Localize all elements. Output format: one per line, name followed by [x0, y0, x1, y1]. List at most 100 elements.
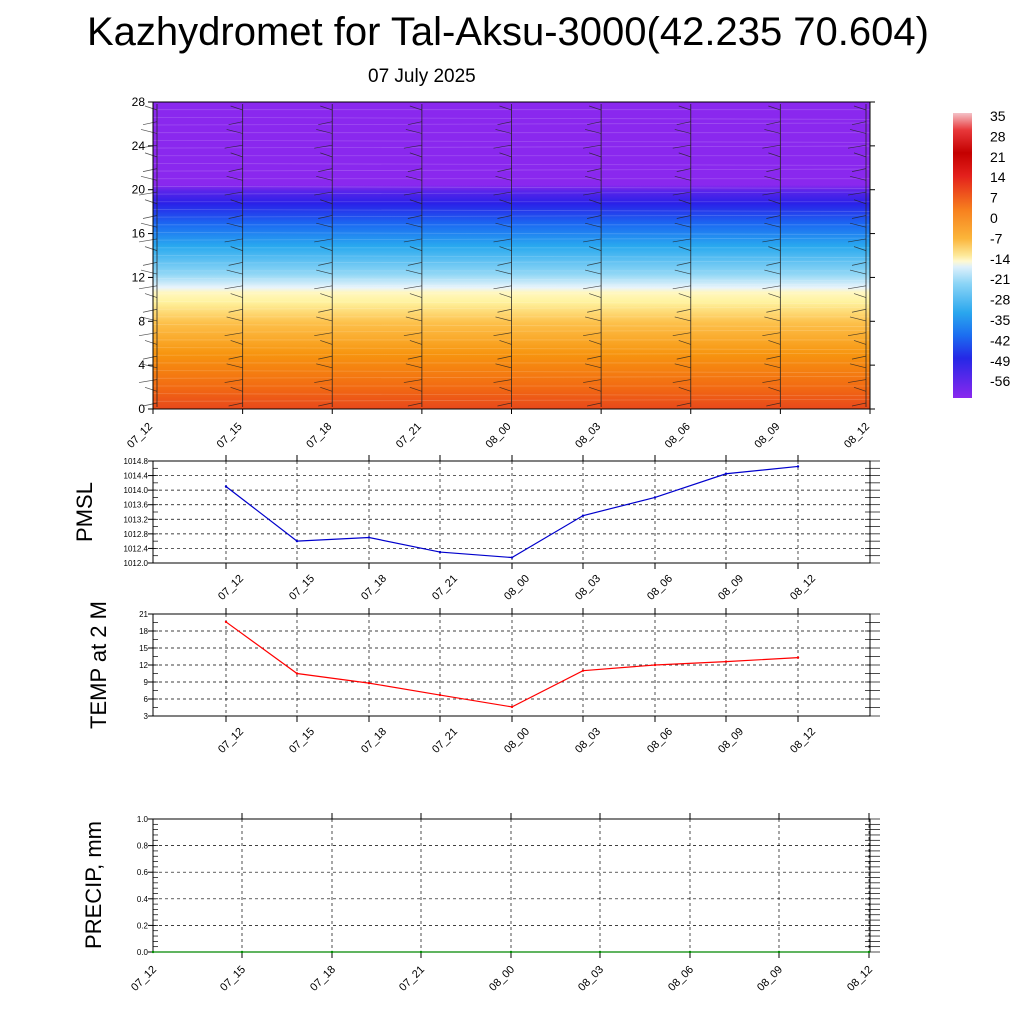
wind-barb — [314, 379, 333, 383]
colorbar-label: -7 — [990, 230, 1003, 246]
wind-barb — [405, 222, 422, 228]
data-point — [438, 550, 442, 554]
wind-barb — [762, 332, 781, 337]
wind-barb — [230, 199, 243, 205]
x-tick-label: 07_12 — [216, 726, 246, 756]
wind-barb — [587, 308, 602, 313]
data-point — [240, 950, 244, 954]
wind-barb — [766, 215, 781, 219]
wind-barb — [849, 222, 867, 228]
wind-barb — [499, 293, 512, 298]
wind-barb — [142, 168, 158, 172]
wind-barb — [672, 191, 691, 196]
wind-barb — [849, 269, 867, 275]
wind-barb — [674, 129, 691, 134]
x-tick-label: 07_21 — [430, 726, 460, 756]
wind-barb — [674, 222, 691, 228]
precip-panel: 0.0 0.2 0.4 0.6 0.8 1.0 07_12 07_15 07_18 07_21 08… — [81, 813, 880, 994]
wind-barb — [589, 199, 602, 205]
wind-barb — [405, 129, 422, 134]
x-tick-label: 08_09 — [752, 421, 782, 451]
wind-barb — [144, 340, 158, 345]
wind-barb — [138, 285, 158, 290]
x-tick-label: 07_15 — [215, 421, 245, 451]
wind-barb — [847, 238, 867, 243]
wind-barb — [144, 386, 158, 392]
y-tick-label: 0.4 — [137, 895, 149, 904]
y-tick-label: 1012.8 — [124, 530, 149, 539]
wind-barb — [224, 379, 243, 383]
wind-barb — [230, 293, 243, 298]
data-point — [438, 693, 442, 697]
data-point — [330, 950, 334, 954]
wind-barb — [849, 363, 867, 369]
x-tick-label: 08_12 — [842, 421, 872, 451]
wind-barb — [316, 222, 333, 228]
wind-barb — [674, 316, 691, 322]
wind-barb — [230, 246, 243, 251]
wind-barb — [587, 262, 602, 266]
data-point — [653, 663, 657, 667]
wind-barb — [138, 191, 158, 196]
wind-barb — [585, 269, 602, 275]
wind-barb — [849, 129, 867, 134]
wind-barb — [493, 144, 512, 149]
wind-barb — [230, 386, 243, 392]
wind-barb — [587, 215, 602, 219]
wind-barb — [493, 285, 512, 290]
x-tick-label: 08_06 — [645, 573, 675, 603]
wind-barb — [853, 152, 867, 158]
wind-barb — [224, 238, 243, 243]
wind-barb — [493, 238, 512, 243]
wind-barb — [226, 269, 243, 275]
wind-barb — [583, 285, 602, 290]
y-tick-label: 1.0 — [137, 815, 149, 824]
wind-barb — [140, 269, 158, 275]
wind-barb — [847, 191, 867, 196]
y-axis-label: PMSL — [72, 482, 97, 542]
wind-barb — [849, 175, 867, 181]
y-tick-label: 6 — [144, 695, 149, 704]
data-point — [510, 556, 514, 559]
wind-barb — [851, 215, 867, 219]
wind-barb — [853, 199, 867, 205]
wind-barb — [678, 246, 691, 251]
wind-barb — [583, 144, 602, 149]
data-point — [581, 669, 585, 672]
wind-barb — [583, 238, 602, 243]
wind-barb — [676, 168, 691, 172]
wind-barb — [314, 144, 333, 149]
x-tick-label: 08_09 — [716, 573, 746, 603]
wind-barb — [766, 168, 781, 172]
x-tick-label: 07_21 — [397, 964, 427, 994]
x-tick-label: 08_06 — [663, 421, 693, 451]
wind-barb — [583, 332, 602, 337]
wind-barb — [764, 316, 781, 322]
x-tick-label: 08_12 — [788, 726, 818, 756]
wind-barb — [226, 129, 243, 134]
data-point — [367, 681, 371, 685]
wind-barb — [587, 168, 602, 172]
wind-barb — [144, 293, 158, 298]
y-tick-label: 8 — [138, 314, 145, 328]
wind-barb — [587, 355, 602, 360]
wind-barb — [497, 121, 512, 126]
x-tick-label: 08_12 — [788, 573, 818, 603]
x-tick-label: 07_12 — [129, 964, 159, 994]
x-tick-label: 07_18 — [304, 421, 334, 451]
wind-barb — [403, 379, 422, 383]
wind-barb — [228, 355, 243, 360]
wind-barb — [318, 215, 333, 219]
wind-barb — [853, 105, 867, 111]
pmsl-panel: 1012.0 1012.4 1012.8 1013.2 1013.6 1014.0 1014… — [72, 455, 880, 603]
wind-barb — [678, 340, 691, 345]
wind-barb — [762, 144, 781, 149]
wind-barb — [318, 262, 333, 266]
wind-barb — [409, 152, 422, 158]
wind-barb — [316, 269, 333, 275]
wind-barb — [847, 285, 867, 290]
wind-barb — [316, 175, 333, 181]
wind-barb — [585, 175, 602, 181]
y-tick-label: 1014.4 — [124, 472, 149, 481]
wind-barb — [672, 379, 691, 383]
